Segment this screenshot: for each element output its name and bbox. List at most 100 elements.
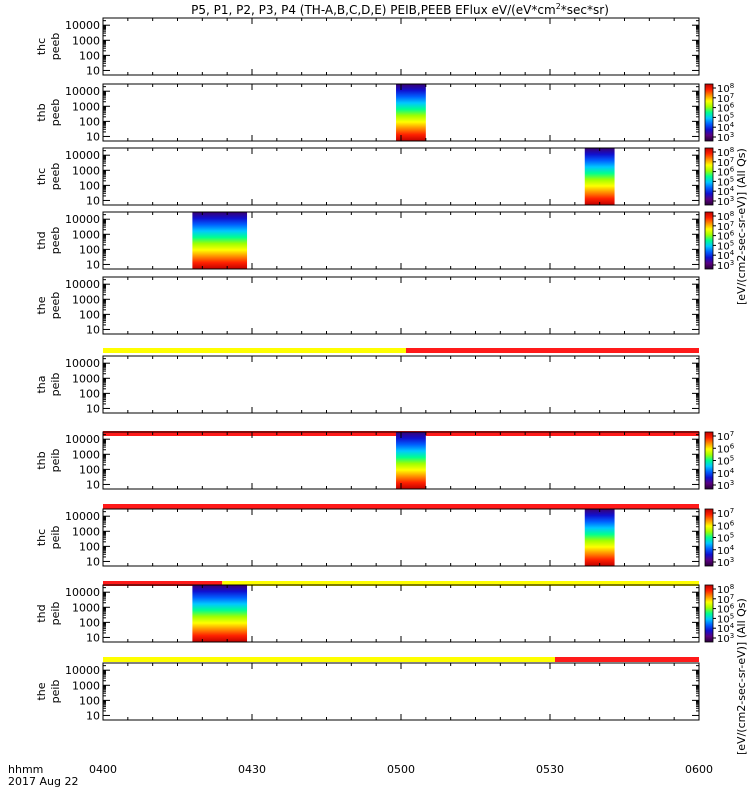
colorbar-tick-label: 106 bbox=[717, 519, 735, 532]
x-tick-label: 0400 bbox=[89, 763, 117, 776]
y-label-product: peib bbox=[49, 449, 62, 473]
colorbar-tick-label: 106 bbox=[717, 442, 735, 455]
colorbar-scale bbox=[704, 508, 714, 567]
y-tick-label: 10 bbox=[86, 323, 100, 336]
y-tick-label: 100 bbox=[79, 387, 100, 400]
x-date-label: 2017 Aug 22 bbox=[8, 775, 78, 788]
y-tick-label: 10 bbox=[86, 194, 100, 207]
y-tick-label: 10 bbox=[86, 631, 100, 644]
y-tick-label: 1000 bbox=[72, 34, 100, 47]
quality-flag-segment bbox=[103, 581, 223, 586]
y-tick-label: 10000 bbox=[65, 664, 100, 677]
y-tick-label: 10 bbox=[86, 258, 100, 271]
y-tick-label: 100 bbox=[79, 49, 100, 62]
y-tick-label: 10000 bbox=[65, 213, 100, 226]
colorbar-tick-label: 107 bbox=[717, 507, 734, 520]
y-label-probe: the bbox=[35, 296, 48, 314]
y-tick-label: 100 bbox=[79, 243, 100, 256]
y-label-product: peib bbox=[49, 526, 62, 550]
y-label-probe: thc bbox=[35, 38, 48, 55]
y-tick-label: 1000 bbox=[72, 448, 100, 461]
y-label-product: peeb bbox=[49, 227, 62, 255]
y-tick-label: 100 bbox=[79, 179, 100, 192]
x-tick-label: 0430 bbox=[238, 763, 266, 776]
y-tick-label: 1000 bbox=[72, 525, 100, 538]
y-tick-label: 10000 bbox=[65, 510, 100, 523]
colorbar-tick-label: 105 bbox=[717, 455, 734, 468]
quality-flag-segment bbox=[103, 348, 406, 353]
colorbar-tick-label: 104 bbox=[717, 467, 735, 480]
figure-title: P5, P1, P2, P3, P4 (TH-A,B,C,D,E) PEIB,P… bbox=[191, 2, 609, 17]
panel-thb-peib: 10 100 1000 10000 thb peib bbox=[35, 431, 700, 509]
colorbar-tick-label: 104 bbox=[717, 544, 735, 557]
y-label-product: peeb bbox=[49, 292, 62, 320]
panel-thc-peeb: 10 100 1000 10000 thc peeb bbox=[35, 17, 700, 77]
panel-the-peeb: 10 100 1000 10000 the peeb bbox=[35, 276, 700, 353]
colorbar-stack: 1031041051061071081031041051061071081031… bbox=[704, 82, 735, 645]
y-tick-label: 1000 bbox=[72, 164, 100, 177]
y-label-product: peib bbox=[49, 373, 62, 397]
y-tick-label: 10 bbox=[86, 709, 100, 722]
colorbar-title-bottom: [eV/(cm2-sec-sr-eV)] (All Qs) bbox=[735, 598, 748, 755]
y-tick-label: 1000 bbox=[72, 293, 100, 306]
y-tick-label: 10000 bbox=[65, 278, 100, 291]
y-tick-label: 10 bbox=[86, 555, 100, 568]
x-unit-label: hhmm bbox=[8, 763, 43, 776]
y-label-probe: thc bbox=[35, 529, 48, 546]
y-tick-label: 10000 bbox=[65, 85, 100, 98]
colorbar-scale bbox=[704, 147, 714, 206]
y-label-product: peeb bbox=[49, 33, 62, 61]
spectrogram-block bbox=[584, 148, 615, 205]
y-tick-label: 10 bbox=[86, 64, 100, 77]
y-tick-label: 1000 bbox=[72, 679, 100, 692]
panel-the-peib: 10 100 1000 10000 the peib bbox=[35, 662, 700, 722]
spectrogram-block bbox=[584, 509, 615, 566]
y-tick-label: 100 bbox=[79, 694, 100, 707]
x-tick-label: 0530 bbox=[536, 763, 564, 776]
y-tick-label: 1000 bbox=[72, 228, 100, 241]
panel-thc-peeb: 10 100 1000 10000 thc peeb bbox=[35, 147, 700, 207]
y-tick-label: 1000 bbox=[72, 601, 100, 614]
quality-flag-segment bbox=[103, 657, 555, 662]
spectrogram-block bbox=[396, 84, 426, 141]
y-tick-label: 10000 bbox=[65, 586, 100, 599]
y-tick-label: 100 bbox=[79, 308, 100, 321]
spectrogram-block bbox=[192, 212, 248, 269]
panel-frame bbox=[102, 276, 700, 335]
y-tick-label: 10000 bbox=[65, 433, 100, 446]
y-label-product: peeb bbox=[49, 163, 62, 191]
quality-flag-segment bbox=[103, 504, 699, 509]
y-label-product: peib bbox=[49, 680, 62, 704]
colorbar-tick-label: 103 bbox=[717, 479, 734, 492]
y-tick-label: 10 bbox=[86, 130, 100, 143]
panel-frame bbox=[102, 17, 700, 76]
y-label-probe: thd bbox=[35, 604, 48, 622]
y-label-probe: thb bbox=[35, 451, 48, 469]
y-tick-label: 10 bbox=[86, 478, 100, 491]
y-label-product: peeb bbox=[49, 99, 62, 127]
y-tick-label: 100 bbox=[79, 115, 100, 128]
y-tick-label: 10000 bbox=[65, 357, 100, 370]
y-label-probe: the bbox=[35, 682, 48, 700]
x-tick-label: 0500 bbox=[387, 763, 415, 776]
panel-frame bbox=[102, 355, 700, 414]
colorbar-tick-label: 105 bbox=[717, 532, 734, 545]
y-tick-label: 1000 bbox=[72, 100, 100, 113]
y-tick-label: 10000 bbox=[65, 19, 100, 32]
panel-thd-peeb: 10 100 1000 10000 thd peeb bbox=[35, 211, 700, 271]
panel-frame bbox=[102, 662, 700, 721]
colorbar-scale bbox=[704, 431, 714, 490]
colorbar-title-top: [eV/(cm2-sec-sr-eV)] (All Qs) bbox=[735, 148, 748, 305]
quality-flag-segment bbox=[554, 657, 699, 662]
spectrogram-block bbox=[192, 585, 248, 642]
colorbar-tick-label: 107 bbox=[717, 430, 734, 443]
y-tick-label: 10000 bbox=[65, 149, 100, 162]
y-tick-label: 100 bbox=[79, 616, 100, 629]
y-tick-label: 1000 bbox=[72, 372, 100, 385]
colorbar-scale bbox=[704, 83, 714, 142]
